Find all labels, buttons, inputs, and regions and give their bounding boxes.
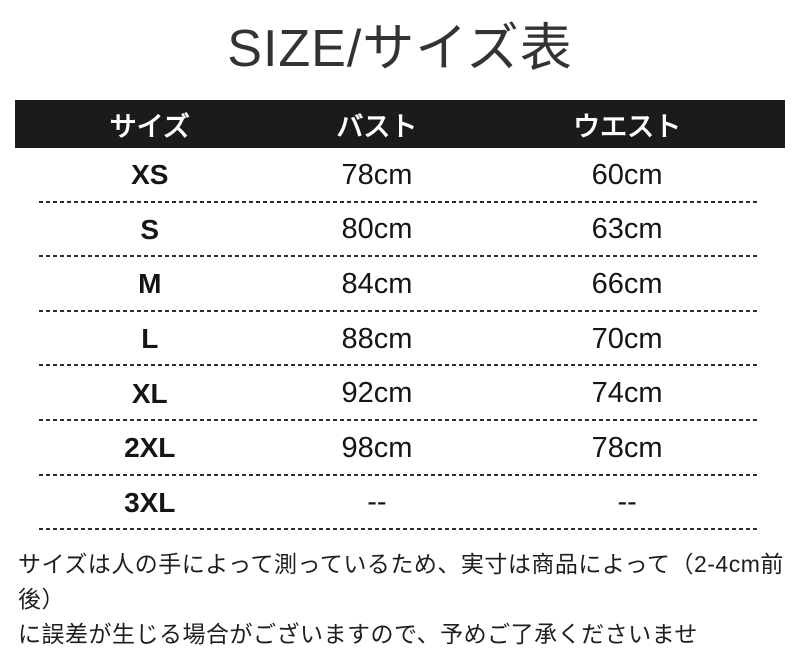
table-row: 3XL -- -- bbox=[15, 476, 785, 531]
size-label: S bbox=[140, 213, 160, 245]
size-label: XL bbox=[131, 377, 168, 409]
page-title: SIZE/サイズ表 bbox=[227, 20, 573, 78]
waist-value: 66cm bbox=[591, 267, 663, 300]
bust-value: -- bbox=[367, 486, 387, 519]
bust-value: 88cm bbox=[341, 322, 413, 355]
waist-value: 78cm bbox=[591, 431, 663, 464]
table-row: XS 78cm 60cm bbox=[15, 148, 785, 203]
table-row: L 88cm 70cm bbox=[15, 312, 785, 367]
waist-value: 63cm bbox=[591, 213, 663, 246]
waist-value: 70cm bbox=[591, 322, 663, 355]
size-table: サイズ バスト ウエスト XS 78cm 60cm S 80cm 63cm M … bbox=[15, 100, 785, 530]
bust-value: 98cm bbox=[341, 431, 413, 464]
waist-value: 60cm bbox=[591, 158, 663, 191]
bust-value: 80cm bbox=[341, 213, 413, 246]
size-label: 2XL bbox=[124, 432, 176, 464]
bust-value: 84cm bbox=[341, 267, 413, 300]
table-header-row: サイズ バスト ウエスト bbox=[15, 100, 785, 148]
size-label: M bbox=[138, 268, 162, 300]
disclaimer-line-1: サイズは人の手によって測っているため、実寸は商品によって（2-4cm前後） bbox=[18, 551, 784, 612]
table-row: 2XL 98cm 78cm bbox=[15, 421, 785, 476]
size-label: 3XL bbox=[124, 486, 176, 518]
size-label: L bbox=[141, 323, 159, 355]
waist-value: -- bbox=[617, 486, 637, 519]
disclaimer-line-2: に誤差が生じる場合がございますので、予めご了承くださいませ bbox=[18, 621, 698, 647]
waist-value: 74cm bbox=[591, 377, 663, 410]
table-row: M 84cm 66cm bbox=[15, 257, 785, 312]
column-header-size: サイズ bbox=[109, 111, 190, 142]
bust-value: 78cm bbox=[341, 158, 413, 191]
table-row: XL 92cm 74cm bbox=[15, 366, 785, 421]
bust-value: 92cm bbox=[341, 377, 413, 410]
column-header-bust: バスト bbox=[336, 111, 418, 142]
table-row: S 80cm 63cm bbox=[15, 203, 785, 258]
size-label: XS bbox=[131, 159, 169, 191]
column-header-waist: ウエスト bbox=[573, 111, 682, 142]
disclaimer-note: サイズは人の手によって測っているため、実寸は商品によって（2-4cm前後） に誤… bbox=[18, 547, 786, 652]
